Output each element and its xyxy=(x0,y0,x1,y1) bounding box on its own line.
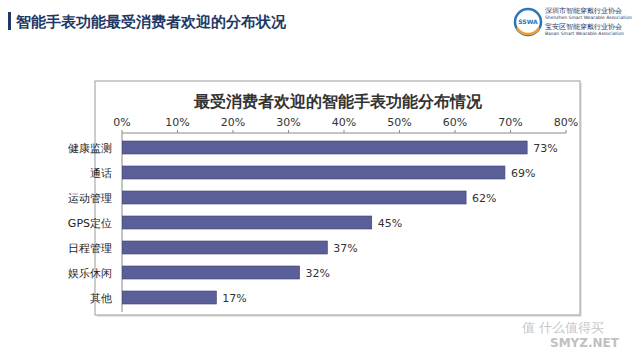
category-label: 其他 xyxy=(90,292,112,305)
x-tick xyxy=(122,130,123,133)
chart-title: 最受消费者欢迎的智能手表功能分布情况 xyxy=(193,92,483,110)
logo-text: Shenzhen Smart Wearable Association xyxy=(545,15,632,20)
data-label: 62% xyxy=(472,192,496,205)
x-tick xyxy=(510,130,511,133)
bar xyxy=(122,216,372,229)
watermark: SMYZ.NET xyxy=(550,336,620,350)
category-label: GPS定位 xyxy=(68,217,112,230)
bar xyxy=(122,141,527,154)
logo-ring xyxy=(515,9,541,35)
x-tick-label: 30% xyxy=(276,116,300,129)
x-tick xyxy=(233,130,234,133)
chart-frame xyxy=(95,81,580,315)
x-tick-label: 10% xyxy=(165,116,189,129)
page: 智能手表功能最受消费者欢迎的分布状况 SSWA 深圳市智能穿戴行业协会Shenzhe… xyxy=(0,0,640,352)
data-label: 73% xyxy=(533,142,557,155)
x-tick xyxy=(288,130,289,133)
bar xyxy=(122,291,216,304)
x-tick-label: 20% xyxy=(221,116,245,129)
x-tick xyxy=(566,130,567,133)
category-label: 健康监测 xyxy=(68,142,112,155)
data-label: 45% xyxy=(378,217,402,230)
data-label: 32% xyxy=(306,267,330,280)
category-label: 娱乐休闲 xyxy=(68,267,112,280)
category-label: 通话 xyxy=(90,167,112,180)
data-label: 17% xyxy=(222,292,246,305)
data-label: 37% xyxy=(333,242,357,255)
x-tick-label: 0% xyxy=(113,116,130,129)
logo-text: Baoan Smart Wearable Association xyxy=(545,31,624,36)
logo-text: 宝安区智能穿戴行业协会 xyxy=(545,23,622,31)
bar xyxy=(122,166,505,179)
bar xyxy=(122,241,327,254)
x-tick-label: 40% xyxy=(332,116,356,129)
logo-mark: SSWA xyxy=(518,18,538,25)
x-tick xyxy=(399,130,400,133)
category-label: 日程管理 xyxy=(68,242,112,255)
watermark: 值 什么值得买 xyxy=(522,320,604,335)
x-tick xyxy=(177,130,178,133)
category-label: 运动管理 xyxy=(68,192,112,205)
bar xyxy=(122,266,300,279)
x-tick-label: 60% xyxy=(443,116,467,129)
x-tick xyxy=(344,130,345,133)
logo-arc xyxy=(517,28,539,34)
data-label: 69% xyxy=(511,167,535,180)
bars xyxy=(122,141,527,304)
x-tick xyxy=(455,130,456,133)
x-tick-label: 80% xyxy=(554,116,578,129)
x-tick-label: 70% xyxy=(498,116,522,129)
page-title: 智能手表功能最受消费者欢迎的分布状况 xyxy=(15,13,287,31)
bar xyxy=(122,191,466,204)
header-bar xyxy=(8,12,11,30)
logo-text: 深圳市智能穿戴行业协会 xyxy=(545,7,622,15)
x-tick-label: 50% xyxy=(387,116,411,129)
